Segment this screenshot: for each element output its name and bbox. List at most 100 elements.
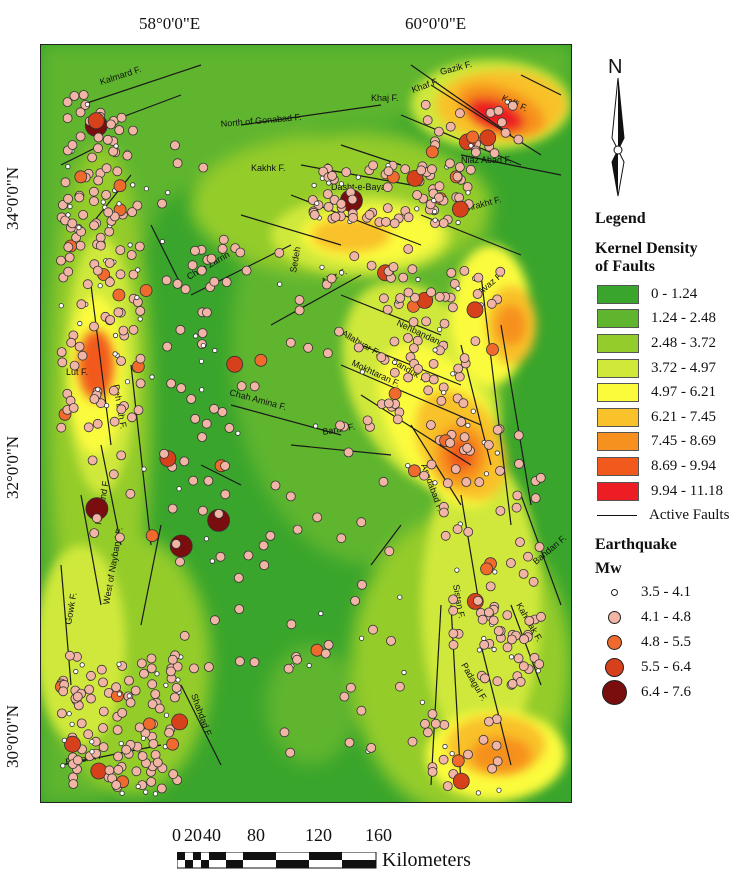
scale-tick: 0 [172, 825, 181, 845]
density-swatch [597, 383, 639, 403]
earthquake-point [433, 126, 444, 137]
density-swatch [597, 481, 639, 501]
earthquake-point [366, 743, 377, 753]
earthquake-point [431, 198, 437, 204]
mw-class-row: 6.4 - 7.6 [595, 679, 751, 705]
earthquake-point [389, 218, 400, 229]
earthquake-point [135, 783, 141, 790]
earthquake-point [446, 267, 457, 278]
earthquake-point [89, 749, 95, 755]
earthquake-point [448, 628, 459, 639]
earthquake-point [218, 234, 229, 245]
earthquake-point [152, 757, 163, 768]
earthquake-point [206, 253, 217, 264]
earthquake-point [217, 243, 228, 254]
earthquake-point [101, 163, 112, 174]
earthquake-point [459, 432, 470, 443]
earthquake-point [109, 416, 120, 427]
density-swatch [597, 333, 639, 353]
earthquake-point [87, 455, 98, 466]
fault-label: Sedeh [288, 246, 302, 273]
earthquake-point [523, 551, 533, 562]
earthquake-point [170, 140, 180, 151]
earthquake-point [163, 682, 169, 688]
density-title-line2: of Faults [595, 258, 655, 275]
earthquake-point [485, 581, 496, 592]
earthquake-point [470, 408, 476, 414]
mw-symbol [595, 634, 633, 650]
earthquake-point [249, 381, 260, 392]
earthquake-point [450, 371, 456, 377]
earthquake-point [156, 783, 167, 794]
earthquake-point [89, 739, 95, 745]
earthquake-point [118, 325, 129, 336]
earthquake-point [116, 661, 122, 667]
earthquake-point [427, 767, 438, 777]
earthquake-point [101, 189, 111, 200]
earthquake-point [492, 756, 503, 767]
earthquake-point [113, 179, 127, 193]
mw-symbol [595, 588, 633, 596]
earthquake-point [67, 140, 78, 150]
earthquake-point [198, 358, 205, 364]
earthquake-point [306, 662, 312, 669]
mw-symbol [595, 679, 633, 705]
earthquake-point [112, 166, 123, 177]
earthquake-point [380, 216, 391, 227]
earthquake-point [452, 171, 463, 182]
mw-class-list: 3.5 - 4.1 4.1 - 4.8 4.8 - 5.5 5.5 - 6.4 6.4 … [595, 580, 751, 705]
earthquake-point [167, 654, 178, 665]
density-class-row: 3.72 - 4.97 [595, 356, 751, 381]
earthquake-point [432, 217, 438, 223]
earthquake-point [421, 316, 432, 327]
earthquake-point [466, 130, 480, 144]
earthquake-point [336, 533, 347, 544]
density-class-row: 7.45 - 8.69 [595, 430, 751, 455]
earthquake-point [388, 262, 399, 272]
earthquake-point [92, 513, 102, 524]
earthquake-point [397, 594, 403, 600]
earthquake-point [355, 174, 361, 180]
earthquake-point [254, 353, 268, 367]
density-class-label: 8.69 - 9.94 [651, 457, 716, 474]
earthquake-point [176, 486, 182, 492]
earthquake-point [519, 634, 530, 645]
earthquake-point [74, 170, 88, 184]
earthquake-point [513, 430, 524, 441]
earthquake-point [95, 240, 106, 251]
earthquake-point [124, 379, 131, 385]
earthquake-point [89, 186, 99, 197]
earthquake-point [454, 567, 460, 573]
earthquake-point [167, 503, 178, 514]
earthquake-point [408, 343, 419, 354]
earthquake-point [112, 288, 126, 302]
earthquake-point [190, 413, 201, 424]
earthquake-point [116, 356, 126, 366]
earthquake-point [463, 749, 473, 760]
earthquake-point [116, 450, 127, 461]
earthquake-point [62, 113, 73, 124]
earthquake-point [486, 298, 497, 309]
earthquake-point [259, 560, 270, 571]
earthquake-point [143, 789, 149, 795]
earthquake-point [455, 219, 461, 226]
earthquake-point [535, 472, 546, 483]
earthquake-point [452, 772, 470, 790]
earthquake-point [159, 448, 169, 459]
earthquake-point [442, 743, 448, 750]
earthquake-point [115, 245, 126, 256]
earthquake-point [224, 423, 235, 433]
earthquake-point [133, 405, 144, 416]
earthquake-point [189, 663, 199, 674]
earthquake-point [203, 662, 214, 672]
earthquake-point [113, 143, 119, 149]
earthquake-point [134, 241, 145, 252]
density-class-row: 2.48 - 3.72 [595, 331, 751, 356]
density-class-row: 8.69 - 9.94 [595, 454, 751, 479]
earthquake-point [283, 663, 294, 674]
earthquake-point [171, 713, 189, 731]
earthquake-point [56, 708, 67, 719]
earthquake-point [309, 209, 320, 220]
earthquake-point [75, 131, 86, 142]
earthquake-point [147, 679, 158, 690]
